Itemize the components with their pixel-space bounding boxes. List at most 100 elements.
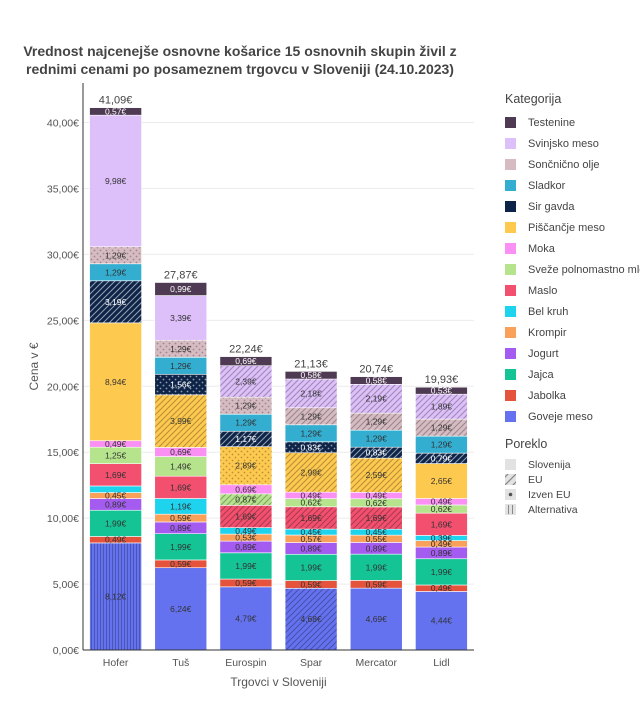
- y-tick-label: 30,00€: [47, 249, 79, 261]
- data-label: 0,57€: [105, 106, 127, 116]
- y-tick-label: 5,00€: [53, 579, 79, 591]
- y-tick-label: 40,00€: [47, 118, 79, 130]
- data-label: 2,99€: [300, 467, 322, 477]
- bar-segment-jajca: [154, 533, 208, 561]
- data-label: 0,87€: [235, 495, 257, 505]
- legend-label: Testenine: [528, 116, 576, 129]
- bar-segment-jajca: [89, 509, 142, 537]
- legend-swatch: [505, 138, 516, 149]
- data-label: 0,49€: [366, 491, 388, 501]
- data-label: 0,69€: [235, 484, 257, 494]
- legend-item-testenine[interactable]: Testenine: [505, 112, 640, 133]
- total-label: 27,87€: [164, 270, 198, 282]
- bar-segment-sir-gavda: [89, 280, 142, 324]
- legend-swatch: [505, 159, 516, 170]
- y-axis-label: Cena v €: [27, 342, 41, 390]
- data-label: 1,25€: [105, 450, 127, 460]
- y-tick-label: 20,00€: [47, 381, 79, 393]
- total-label: 19,93€: [425, 374, 459, 386]
- x-tick-label: Tuš: [172, 657, 189, 669]
- data-label: 0,59€: [170, 513, 192, 523]
- x-tick-label: Lidl: [433, 657, 449, 669]
- legend-item-svinjsko-meso[interactable]: Svinjsko meso: [505, 133, 640, 154]
- data-label: 1,49€: [170, 461, 192, 471]
- data-label: 1,29€: [170, 344, 192, 354]
- legend-label: Krompir: [528, 326, 567, 339]
- legend-swatch: [505, 348, 516, 359]
- legend-label: Jogurt: [528, 347, 559, 360]
- data-label: 0,49€: [300, 490, 322, 500]
- data-label: 1,17€: [235, 434, 257, 444]
- legend-item-goveje-meso[interactable]: Goveje meso: [505, 406, 640, 427]
- bar-stacks: [89, 107, 468, 651]
- data-label: 0,57€: [300, 534, 322, 544]
- bar-segment-piscancje-meso: [219, 446, 273, 486]
- legend-swatch: [505, 243, 516, 254]
- legend-item-jogurt[interactable]: Jogurt: [505, 343, 640, 364]
- data-label: 1,99€: [366, 562, 388, 572]
- x-axis-label: Trgovci v Sloveniji: [230, 675, 326, 689]
- x-tick-label: Mercator: [356, 657, 398, 669]
- total-label: 41,09€: [99, 95, 133, 107]
- data-label: 4,44€: [431, 616, 453, 626]
- bar-segment-testenine: [284, 371, 338, 380]
- data-label: 1,29€: [235, 418, 257, 428]
- legend-item-moka[interactable]: Moka: [505, 238, 640, 259]
- bar-segment-goveje-meso: [219, 586, 273, 651]
- bar-segment-testenine: [89, 107, 142, 116]
- legend-label: Goveje meso: [528, 410, 593, 423]
- legend-item-bel-kruh[interactable]: Bel kruh: [505, 301, 640, 322]
- data-label: 0,49€: [431, 539, 453, 549]
- dot-pattern-icon: [505, 489, 516, 500]
- data-label: 1,29€: [170, 361, 192, 371]
- legend-origin-list: Slovenija EU Izven EU Alternativa: [505, 457, 640, 517]
- data-label: 0,62€: [366, 498, 388, 508]
- legend-item-sir-gavda[interactable]: Sir gavda: [505, 196, 640, 217]
- legend-origin-izven-eu[interactable]: Izven EU: [505, 487, 640, 502]
- legend-item-maslo[interactable]: Maslo: [505, 280, 640, 301]
- legend-origin-slovenija[interactable]: Slovenija: [505, 457, 640, 472]
- legend-origin-label: EU: [528, 473, 543, 486]
- data-label: 0,49€: [105, 439, 127, 449]
- legend-item-sladkor[interactable]: Sladkor: [505, 175, 640, 196]
- legend-item-jabolka[interactable]: Jabolka: [505, 385, 640, 406]
- y-tick-label: 0,00€: [53, 645, 79, 657]
- legend-origin-alternativa[interactable]: Alternativa: [505, 502, 640, 517]
- data-label: 1,89€: [431, 402, 453, 412]
- data-label: 0,69€: [170, 447, 192, 457]
- data-label: 1,29€: [431, 440, 453, 450]
- data-label: 0,53€: [235, 533, 257, 543]
- data-label: 0,89€: [170, 523, 192, 533]
- x-tick-label: Hofer: [103, 657, 129, 669]
- legend-item-krompir[interactable]: Krompir: [505, 322, 640, 343]
- data-label: 4,69€: [366, 614, 388, 624]
- legend-item-jajca[interactable]: Jajca: [505, 364, 640, 385]
- data-label: 0,45€: [105, 491, 127, 501]
- legend-swatch: [505, 306, 516, 317]
- legend-item-piscancje-meso[interactable]: Piščančje meso: [505, 217, 640, 238]
- data-label: 0,83€: [300, 442, 322, 452]
- data-label: 1,69€: [105, 470, 127, 480]
- legend-swatch: [505, 369, 516, 380]
- data-label: 1,99€: [105, 518, 127, 528]
- data-labels: 8,12€0,49€1,99€0,89€0,45€1,69€1,25€0,49€…: [99, 95, 458, 626]
- legend-origin-label: Alternativa: [528, 503, 578, 516]
- data-label: 0,89€: [300, 543, 322, 553]
- legend-swatch: [505, 327, 516, 338]
- y-tick-label: 15,00€: [47, 447, 79, 459]
- bar-segment-jajca: [415, 558, 468, 586]
- legend-origin-eu[interactable]: EU: [505, 472, 640, 487]
- data-label: 8,94€: [105, 377, 127, 387]
- data-label: 0,69€: [235, 356, 257, 366]
- data-label: 8,12€: [105, 591, 127, 601]
- bar-segment-jajca: [349, 553, 403, 581]
- data-label: 0,59€: [300, 579, 322, 589]
- legend-item-soncnicno-olje[interactable]: Sončnično olje: [505, 154, 640, 175]
- legend-item-sveze-polnomastno-mleko[interactable]: Sveže polnomastno mleko: [505, 259, 640, 280]
- data-label: 1,29€: [235, 401, 257, 411]
- legend-swatch: [505, 411, 516, 422]
- data-label: 1,99€: [431, 567, 453, 577]
- legend-category-heading: Kategorija: [505, 92, 562, 106]
- bar-segment-piscancje-meso: [349, 457, 403, 493]
- data-label: 0,89€: [235, 542, 257, 552]
